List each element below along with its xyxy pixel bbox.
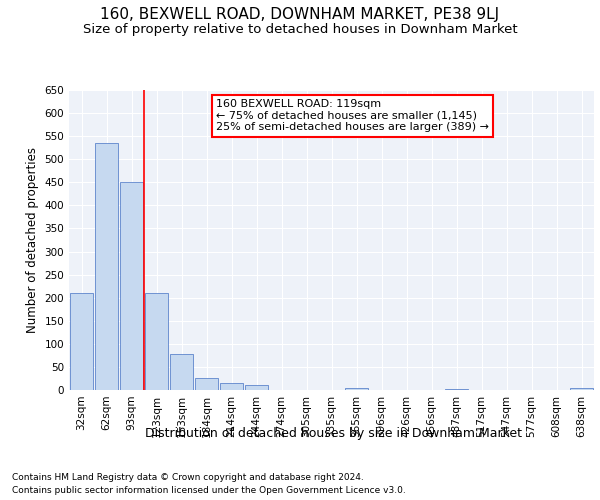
Bar — [344, 388, 368, 390]
Text: Distribution of detached houses by size in Downham Market: Distribution of detached houses by size … — [145, 428, 521, 440]
Text: Contains public sector information licensed under the Open Government Licence v3: Contains public sector information licen… — [12, 486, 406, 495]
Text: 160 BEXWELL ROAD: 119sqm
← 75% of detached houses are smaller (1,145)
25% of sem: 160 BEXWELL ROAD: 119sqm ← 75% of detach… — [216, 99, 489, 132]
Bar — [569, 388, 593, 390]
Bar — [194, 378, 218, 390]
Text: Size of property relative to detached houses in Downham Market: Size of property relative to detached ho… — [83, 22, 517, 36]
Bar — [220, 383, 244, 390]
Bar — [170, 354, 193, 390]
Bar — [145, 293, 169, 390]
Y-axis label: Number of detached properties: Number of detached properties — [26, 147, 39, 333]
Text: Contains HM Land Registry data © Crown copyright and database right 2024.: Contains HM Land Registry data © Crown c… — [12, 472, 364, 482]
Bar — [95, 143, 118, 390]
Bar — [119, 182, 143, 390]
Bar — [70, 293, 94, 390]
Text: 160, BEXWELL ROAD, DOWNHAM MARKET, PE38 9LJ: 160, BEXWELL ROAD, DOWNHAM MARKET, PE38 … — [100, 8, 500, 22]
Bar — [245, 386, 268, 390]
Bar — [445, 388, 469, 390]
